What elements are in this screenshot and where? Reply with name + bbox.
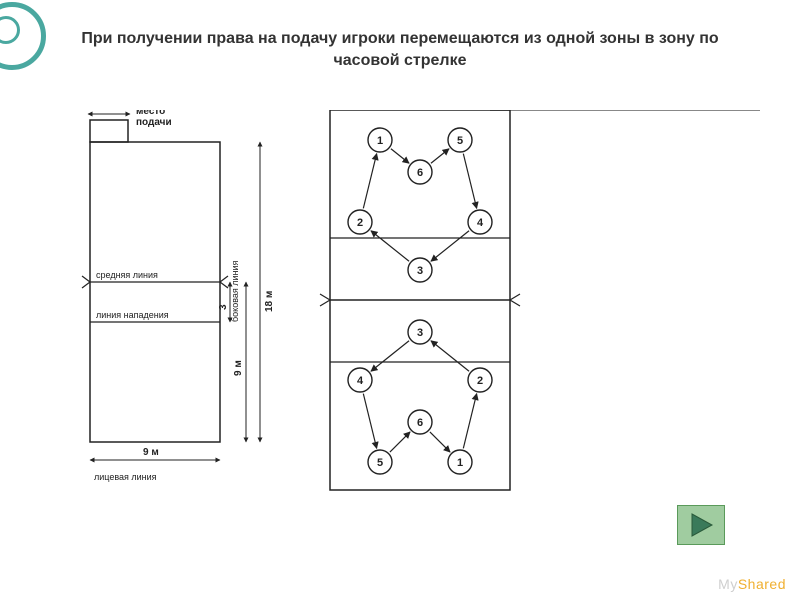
svg-text:5: 5 <box>457 135 463 147</box>
svg-text:18 м: 18 м <box>264 291 275 312</box>
svg-text:2: 2 <box>477 375 483 387</box>
svg-text:9 м: 9 м <box>233 360 244 376</box>
watermark-my: My <box>718 576 738 592</box>
svg-text:боковая линия: боковая линия <box>230 260 240 322</box>
diagrams-svg: 3 м местоподачи средняя линия линия нападен… <box>50 110 750 540</box>
svg-text:5: 5 <box>377 457 383 469</box>
svg-text:6: 6 <box>417 417 423 429</box>
svg-text:3: 3 <box>417 265 423 277</box>
play-icon <box>688 512 714 538</box>
svg-text:средняя линия: средняя линия <box>96 270 158 280</box>
svg-text:подачи: подачи <box>136 117 172 128</box>
slide-title: При получении права на подачу игроки пер… <box>0 0 800 81</box>
svg-text:4: 4 <box>357 375 364 387</box>
next-button[interactable] <box>677 505 725 545</box>
svg-text:2: 2 <box>357 217 363 229</box>
svg-text:линия нападения: линия нападения <box>96 310 169 320</box>
watermark: MyShared <box>718 576 786 592</box>
svg-text:4: 4 <box>477 217 484 229</box>
svg-text:3 м: 3 м <box>98 110 114 113</box>
svg-text:3: 3 <box>417 327 423 339</box>
svg-text:3: 3 <box>218 304 229 310</box>
svg-text:9 м: 9 м <box>143 447 159 458</box>
diagram-container: 3 м местоподачи средняя линия линия нападен… <box>50 110 750 540</box>
svg-text:1: 1 <box>377 135 383 147</box>
svg-text:6: 6 <box>417 167 423 179</box>
watermark-shared: Shared <box>738 576 786 592</box>
svg-text:1: 1 <box>457 457 463 469</box>
svg-text:место: место <box>136 110 165 117</box>
svg-text:лицевая линия: лицевая линия <box>94 472 157 482</box>
